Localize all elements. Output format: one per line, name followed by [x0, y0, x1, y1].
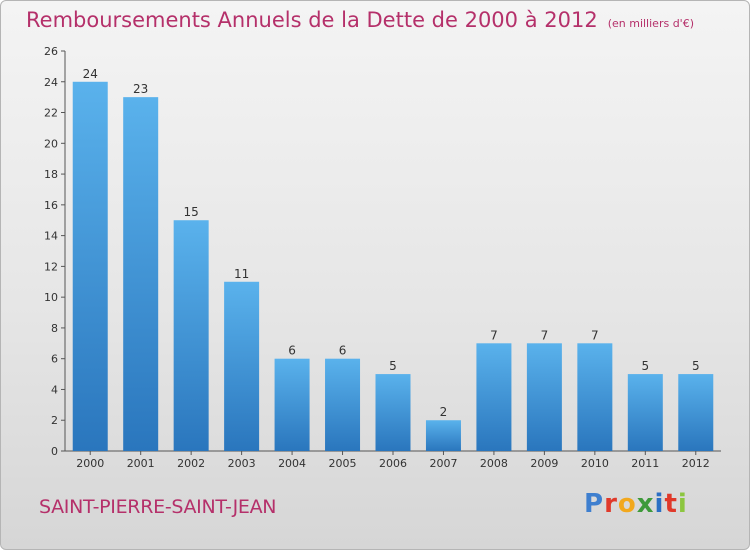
y-tick-label: 22	[44, 107, 58, 120]
bars: 24 23 15 11 6 6 5 2 7 7 7 5 5	[72, 67, 714, 452]
x-tick-label: 2011	[631, 457, 659, 470]
x-tick-label: 2000	[76, 457, 104, 470]
y-tick-label: 20	[44, 137, 58, 150]
logo-letter: i	[654, 489, 665, 519]
x-tick-label: 2001	[127, 457, 155, 470]
bar-2000	[72, 81, 108, 452]
chart-subtitle: (en milliers d'€)	[607, 17, 694, 30]
y-tick-label: 4	[51, 383, 58, 396]
bar-2002	[173, 220, 209, 451]
bar-2006	[375, 374, 411, 451]
x-tick-label: 2002	[177, 457, 205, 470]
data-label-2007: 2	[440, 405, 448, 419]
data-label-2012: 5	[692, 359, 700, 373]
logo-letter: t	[664, 489, 678, 519]
x-tick-label: 2008	[480, 457, 508, 470]
x-tick-label: 2003	[228, 457, 256, 470]
y-tick-label: 8	[51, 322, 58, 335]
logo-letter: o	[617, 489, 637, 519]
y-tick-label: 24	[44, 76, 58, 89]
logo-letter: r	[604, 489, 618, 519]
bar-2011	[627, 374, 663, 451]
title-block: Remboursements Annuels de la Dette de 20…	[26, 8, 694, 32]
bar-2004	[274, 358, 310, 451]
y-tick-label: 14	[44, 230, 58, 243]
y-tick-label: 18	[44, 168, 58, 181]
bar-2005	[325, 358, 361, 451]
data-label-2002: 15	[184, 205, 199, 219]
proxiti-logo: Proxiti	[584, 489, 688, 519]
y-tick-label: 10	[44, 291, 58, 304]
bar-2008	[476, 343, 512, 451]
bar-2009	[526, 343, 562, 451]
x-tick-label: 2010	[581, 457, 609, 470]
bar-2003	[224, 281, 260, 451]
logo-letter: x	[636, 489, 655, 519]
bar-2012	[678, 374, 714, 451]
data-label-2000: 24	[83, 67, 98, 81]
data-label-2003: 11	[234, 267, 249, 281]
bar-2001	[123, 97, 159, 452]
town-name: SAINT-PIERRE-SAINT-JEAN	[39, 496, 277, 518]
x-tick-label: 2007	[429, 457, 457, 470]
bar-2010	[577, 343, 613, 451]
data-label-2001: 23	[133, 82, 148, 96]
x-tick-label: 2005	[329, 457, 357, 470]
x-tick-label: 2012	[682, 457, 710, 470]
data-label-2005: 6	[339, 344, 347, 358]
chart-title: Remboursements Annuels de la Dette de 20…	[26, 8, 598, 32]
logo-letter: P	[584, 489, 605, 519]
x-tick-label: 2004	[278, 457, 306, 470]
data-label-2010: 7	[591, 328, 599, 342]
y-tick-label: 12	[44, 260, 58, 273]
y-tick-label: 2	[51, 414, 58, 427]
y-tick-label: 26	[44, 45, 58, 58]
logo-letter: i	[677, 489, 688, 519]
data-label-2008: 7	[490, 328, 498, 342]
bar-2007	[425, 420, 461, 451]
y-tick-label: 16	[44, 199, 58, 212]
y-tick-label: 6	[51, 353, 58, 366]
data-label-2009: 7	[541, 328, 549, 342]
x-tick-label: 2006	[379, 457, 407, 470]
data-label-2011: 5	[641, 359, 649, 373]
data-label-2004: 6	[288, 344, 296, 358]
data-label-2006: 5	[389, 359, 397, 373]
y-tick-label: 0	[51, 445, 58, 458]
x-tick-label: 2009	[530, 457, 558, 470]
